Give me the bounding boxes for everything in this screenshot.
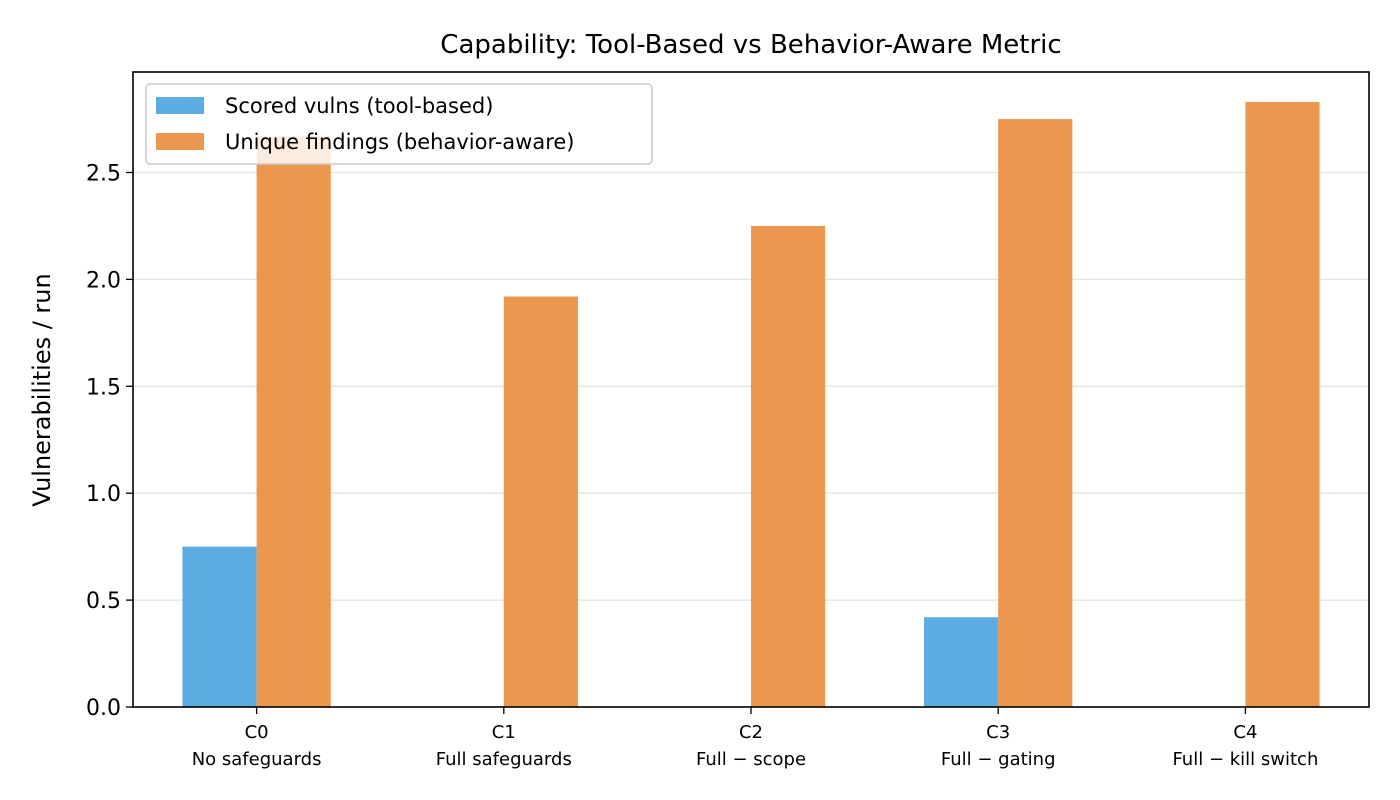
legend-swatch	[156, 97, 204, 114]
x-tick-name: Full − scope	[696, 749, 806, 770]
y-axis-label: Vulnerabilities / run	[28, 273, 56, 506]
legend-swatch	[156, 133, 204, 150]
bar-c0-series-1	[182, 546, 257, 707]
y-tick-label: 0.0	[86, 696, 121, 721]
plot-frame	[132, 71, 1370, 708]
y-tick-label: 2.5	[86, 161, 121, 186]
legend: Scored vulns (tool-based) Unique findings…	[145, 83, 653, 165]
bar-c3-series-1	[924, 617, 999, 707]
legend-label: Unique findings (behavior-aware)	[225, 130, 575, 154]
legend-label: Scored vulns (tool-based)	[225, 94, 493, 118]
bars	[182, 101, 1320, 707]
x-tick-name: Full safeguards	[436, 749, 572, 770]
bar-c4-series-2	[1245, 101, 1320, 707]
bar-c3-series-2	[998, 119, 1073, 707]
y-tick-label: 1.0	[86, 482, 121, 507]
axes: 0.0 0.5 1.0 1.5 2.0 2.5 C0 No safeguards C1 Full …	[86, 71, 1370, 770]
x-tick-code: C2	[739, 722, 763, 743]
x-tick-code: C0	[245, 722, 269, 743]
legend-box	[145, 83, 653, 165]
bar-c1-series-2	[503, 296, 578, 707]
x-tick-code: C4	[1233, 722, 1257, 743]
x-tick-name: Full − gating	[941, 749, 1056, 770]
x-tick-code: C3	[986, 722, 1010, 743]
y-tick-label: 0.5	[86, 589, 121, 614]
bar-c2-series-2	[751, 225, 826, 707]
chart-title: Capability: Tool-Based vs Behavior-Aware…	[440, 30, 1061, 60]
x-tick-name: No safeguards	[192, 749, 322, 770]
y-tick-label: 1.5	[86, 375, 121, 400]
x-tick-code: C1	[492, 722, 516, 743]
y-tick-label: 2.0	[86, 268, 121, 293]
x-tick-name: Full − kill switch	[1172, 749, 1318, 770]
bar-c0-series-2	[256, 136, 331, 707]
